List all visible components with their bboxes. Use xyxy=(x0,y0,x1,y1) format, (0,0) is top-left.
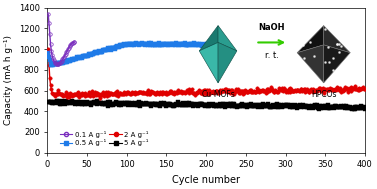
Y-axis label: Capacity (mA h g⁻¹): Capacity (mA h g⁻¹) xyxy=(4,35,13,125)
Text: NaOH: NaOH xyxy=(258,23,285,32)
Legend: 0.1 A g⁻¹, 0.5 A g⁻¹, 2 A g⁻¹, 5 A g⁻¹: 0.1 A g⁻¹, 0.5 A g⁻¹, 2 A g⁻¹, 5 A g⁻¹ xyxy=(57,128,151,149)
X-axis label: Cycle number: Cycle number xyxy=(172,175,240,185)
Text: r. t.: r. t. xyxy=(265,51,279,60)
